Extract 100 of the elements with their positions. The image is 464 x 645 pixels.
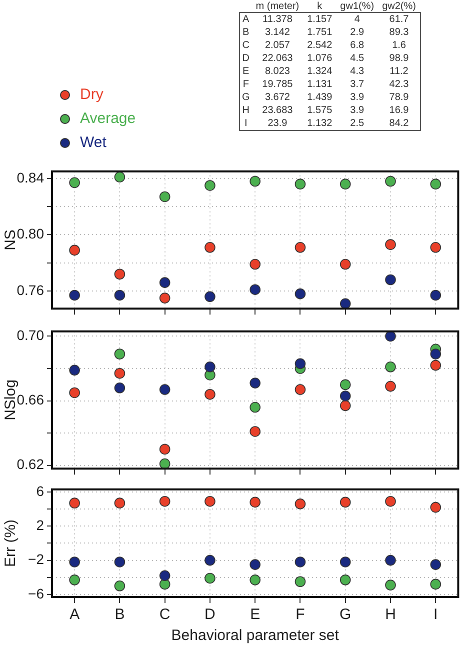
point <box>294 556 306 568</box>
point <box>385 554 396 566</box>
text: 98.9 <box>389 53 409 64</box>
point <box>159 496 170 507</box>
text: 1.132 <box>307 118 332 129</box>
point <box>340 258 351 270</box>
text: 4.5 <box>350 53 364 64</box>
point <box>385 239 396 250</box>
point <box>430 360 442 371</box>
point <box>69 364 80 376</box>
point <box>114 348 126 360</box>
text: 78.9 <box>389 92 409 103</box>
point <box>294 242 306 253</box>
point <box>69 387 80 398</box>
point <box>430 290 442 301</box>
point <box>385 274 396 286</box>
point <box>114 172 126 182</box>
point <box>340 400 351 412</box>
point <box>69 290 80 301</box>
y-tick-label: 0.70 <box>16 327 44 344</box>
point <box>250 426 260 437</box>
y-tick-label: −2 <box>28 551 44 568</box>
point <box>385 380 396 392</box>
point <box>385 362 396 372</box>
point <box>204 554 216 566</box>
point <box>69 244 80 256</box>
point <box>250 258 260 270</box>
point <box>250 378 260 388</box>
text: 8.023 <box>264 66 290 77</box>
point <box>250 402 260 413</box>
text: 4 <box>354 14 360 25</box>
point <box>204 180 216 191</box>
point <box>430 502 442 513</box>
text: 11.2 <box>390 66 408 77</box>
text: 1.157 <box>307 14 332 25</box>
y-tick-label: 0.84 <box>16 169 44 186</box>
y-tick-label: 0.66 <box>16 392 44 408</box>
text: 42.3 <box>389 79 409 90</box>
text: 61.7 <box>389 14 409 25</box>
point <box>340 298 351 309</box>
point <box>250 284 260 296</box>
text: 2.9 <box>350 27 364 38</box>
point <box>294 576 306 588</box>
category-label: D <box>242 53 250 64</box>
point <box>385 496 396 507</box>
x-tick-label: B <box>114 606 125 624</box>
point <box>250 496 260 508</box>
text: 4.3 <box>350 66 364 77</box>
point <box>69 498 80 508</box>
point <box>340 178 351 190</box>
point <box>250 559 260 570</box>
y-tick-label: 2 <box>36 516 44 533</box>
x-tick-label: G <box>340 606 352 624</box>
text: 3.7 <box>350 79 364 90</box>
point <box>114 290 126 301</box>
text: 2.5 <box>350 118 364 129</box>
text: 11.378 <box>262 14 292 25</box>
category-label: B <box>242 27 250 38</box>
text: 3.9 <box>350 105 364 116</box>
text: 1.6 <box>392 40 406 51</box>
category-label: gw2(%) <box>381 0 417 13</box>
category-label: H <box>242 105 250 116</box>
category-label: gw1(%) <box>339 0 376 13</box>
text: 1.439 <box>307 92 332 103</box>
y-axis-title: Err (%) <box>2 519 20 567</box>
x-tick-label: H <box>385 606 396 624</box>
text: 2.542 <box>307 40 332 51</box>
x-tick-label: D <box>204 606 216 624</box>
point <box>159 277 170 288</box>
legend-label: Wet <box>80 134 106 151</box>
text: 19.785 <box>262 79 293 90</box>
point <box>340 496 351 508</box>
point <box>114 268 126 280</box>
point <box>385 331 396 342</box>
point <box>204 572 216 584</box>
point <box>159 444 170 455</box>
x-axis-title: Behavioral parameter set <box>171 627 340 644</box>
y-tick-label: 0.62 <box>16 456 44 472</box>
x-tick-label: A <box>70 606 80 624</box>
point <box>204 362 216 372</box>
point <box>204 388 216 400</box>
point <box>114 368 126 379</box>
point <box>294 384 306 395</box>
y-tick-label: 0.80 <box>16 226 44 242</box>
text: 3.672 <box>264 92 290 103</box>
category-label: m (meter) <box>254 0 300 13</box>
category-label: C <box>242 40 250 51</box>
point <box>69 177 80 188</box>
text: 89.3 <box>389 27 409 38</box>
point <box>114 556 126 568</box>
point <box>294 178 306 190</box>
text: 23.683 <box>262 105 293 116</box>
point <box>250 574 260 586</box>
x-tick-label: C <box>159 606 170 624</box>
text: 84.2 <box>389 118 409 129</box>
text: 3.142 <box>264 27 290 38</box>
point <box>430 559 442 570</box>
point <box>114 382 126 394</box>
category-label: G <box>242 92 250 103</box>
point <box>250 176 260 187</box>
